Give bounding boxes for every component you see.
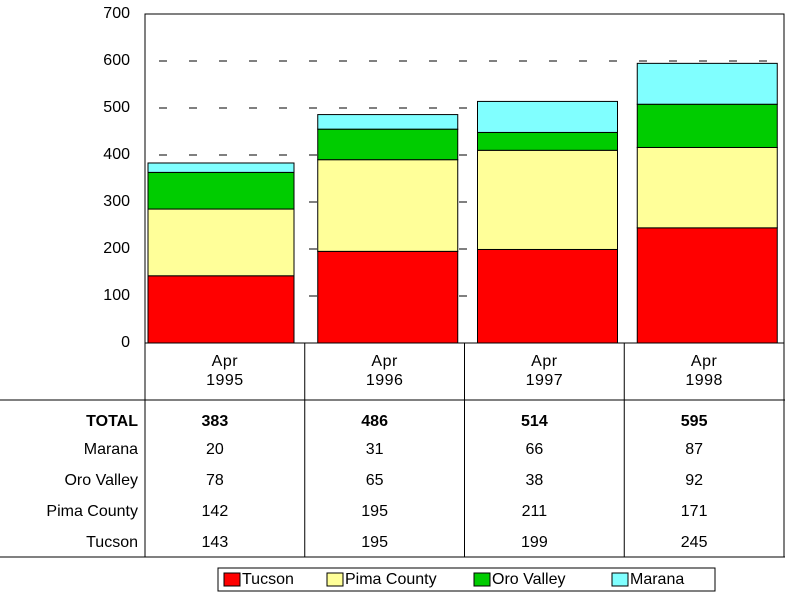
table-cell: 143 [202, 534, 229, 551]
bar-segment [477, 149, 618, 250]
table-cell: 195 [361, 503, 388, 520]
table-cell: 38 [525, 472, 543, 489]
table-cell: 87 [685, 441, 703, 458]
table-cell: 211 [522, 503, 548, 520]
table-cell: 142 [202, 503, 229, 520]
bar-segment [147, 275, 295, 344]
table-cell: 78 [206, 472, 224, 489]
bar-segment [636, 62, 778, 105]
x-tick-label: Apr 1998 [685, 353, 723, 389]
legend-swatch [473, 572, 491, 587]
table-cell: 66 [525, 441, 543, 458]
row-label: Tucson [86, 534, 138, 551]
y-tick-label: 700 [103, 5, 130, 22]
table-cell: 92 [685, 472, 703, 489]
table-cell: 195 [361, 534, 388, 551]
legend-swatch [223, 572, 241, 587]
legend-label: Tucson [242, 571, 294, 588]
table-cell: 245 [681, 534, 708, 551]
bar-segment [317, 128, 459, 161]
legend-label: Marana [630, 571, 684, 588]
bar-segment [477, 100, 618, 133]
y-tick-label: 300 [103, 193, 130, 210]
table-cell: 383 [202, 413, 229, 430]
bar-segment [147, 162, 295, 173]
table-cell: 20 [206, 441, 224, 458]
legend-label: Oro Valley [492, 571, 566, 588]
table-cell: 65 [366, 472, 384, 489]
row-label: Oro Valley [64, 472, 138, 489]
table-cell: 514 [521, 413, 548, 430]
row-label: Pima County [46, 503, 138, 520]
row-label: TOTAL [86, 413, 138, 430]
y-tick-label: 0 [121, 334, 130, 351]
legend-swatch [326, 572, 344, 587]
bar-segment [636, 103, 778, 148]
y-tick-label: 100 [103, 287, 130, 304]
bar-segment [477, 131, 618, 151]
table-cell: 199 [521, 534, 548, 551]
table-cell: 486 [361, 413, 388, 430]
bar-segment [147, 171, 295, 210]
table-cell: 171 [681, 503, 708, 520]
bar-segment [147, 208, 295, 277]
bar-segment [317, 250, 459, 344]
table-cell: 595 [681, 413, 708, 430]
bar-segment [317, 159, 459, 252]
x-tick-label: Apr 1996 [365, 353, 404, 389]
bar-segment [636, 146, 778, 229]
legend-label: Pima County [345, 571, 437, 588]
bar-segment [317, 114, 459, 130]
y-tick-label: 400 [103, 146, 130, 163]
bar-segment [636, 227, 778, 344]
x-tick-label: Apr 1997 [525, 353, 564, 389]
y-tick-label: 200 [103, 240, 130, 257]
y-tick-label: 500 [103, 99, 130, 116]
x-tick-label: Apr 1995 [206, 353, 244, 389]
y-tick-label: 600 [103, 52, 130, 69]
legend-swatch [611, 572, 629, 587]
table-cell: 31 [366, 441, 384, 458]
row-label: Marana [84, 441, 138, 458]
bar-segment [477, 248, 618, 344]
